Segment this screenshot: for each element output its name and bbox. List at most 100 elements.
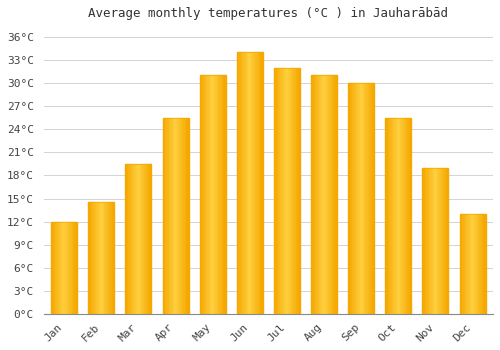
- Bar: [133, 164, 134, 314]
- Bar: [432, 168, 433, 314]
- Bar: [296, 68, 298, 314]
- Bar: [476, 214, 478, 314]
- Bar: [290, 68, 291, 314]
- Bar: [51, 222, 77, 314]
- Bar: [318, 75, 319, 314]
- Bar: [311, 75, 337, 314]
- Bar: [324, 75, 326, 314]
- Bar: [351, 83, 352, 314]
- Bar: [461, 214, 462, 314]
- Bar: [59, 222, 60, 314]
- Bar: [298, 68, 300, 314]
- Bar: [94, 202, 96, 314]
- Bar: [73, 222, 74, 314]
- Bar: [216, 75, 218, 314]
- Bar: [52, 222, 54, 314]
- Bar: [218, 75, 219, 314]
- Bar: [372, 83, 373, 314]
- Bar: [446, 168, 447, 314]
- Bar: [146, 164, 148, 314]
- Bar: [474, 214, 475, 314]
- Bar: [276, 68, 278, 314]
- Bar: [319, 75, 320, 314]
- Bar: [468, 214, 470, 314]
- Bar: [260, 52, 262, 314]
- Bar: [259, 52, 260, 314]
- Bar: [401, 118, 402, 314]
- Bar: [282, 68, 283, 314]
- Bar: [366, 83, 368, 314]
- Bar: [466, 214, 468, 314]
- Bar: [287, 68, 288, 314]
- Bar: [200, 75, 226, 314]
- Bar: [62, 222, 63, 314]
- Bar: [251, 52, 252, 314]
- Bar: [394, 118, 396, 314]
- Bar: [460, 214, 485, 314]
- Bar: [333, 75, 334, 314]
- Bar: [74, 222, 76, 314]
- Bar: [362, 83, 364, 314]
- Bar: [404, 118, 405, 314]
- Bar: [275, 68, 276, 314]
- Bar: [237, 52, 263, 314]
- Bar: [429, 168, 430, 314]
- Bar: [368, 83, 369, 314]
- Bar: [88, 202, 90, 314]
- Bar: [433, 168, 434, 314]
- Bar: [98, 202, 100, 314]
- Bar: [237, 52, 238, 314]
- Bar: [105, 202, 106, 314]
- Bar: [470, 214, 472, 314]
- Bar: [60, 222, 62, 314]
- Bar: [314, 75, 315, 314]
- Bar: [393, 118, 394, 314]
- Bar: [164, 118, 165, 314]
- Bar: [222, 75, 223, 314]
- Bar: [182, 118, 184, 314]
- Bar: [101, 202, 102, 314]
- Bar: [138, 164, 140, 314]
- Bar: [482, 214, 483, 314]
- Bar: [392, 118, 393, 314]
- Bar: [292, 68, 294, 314]
- Bar: [447, 168, 448, 314]
- Bar: [462, 214, 464, 314]
- Bar: [72, 222, 73, 314]
- Bar: [223, 75, 224, 314]
- Bar: [238, 52, 240, 314]
- Bar: [166, 118, 168, 314]
- Bar: [168, 118, 169, 314]
- Bar: [150, 164, 152, 314]
- Bar: [311, 75, 312, 314]
- Bar: [254, 52, 255, 314]
- Bar: [436, 168, 437, 314]
- Bar: [173, 118, 174, 314]
- Bar: [252, 52, 254, 314]
- Bar: [219, 75, 220, 314]
- Bar: [90, 202, 91, 314]
- Title: Average monthly temperatures (°C ) in Jauharābād: Average monthly temperatures (°C ) in Ja…: [88, 7, 448, 20]
- Bar: [330, 75, 332, 314]
- Bar: [54, 222, 55, 314]
- Bar: [104, 202, 105, 314]
- Bar: [108, 202, 109, 314]
- Bar: [144, 164, 145, 314]
- Bar: [106, 202, 108, 314]
- Bar: [186, 118, 187, 314]
- Bar: [51, 222, 52, 314]
- Bar: [465, 214, 466, 314]
- Bar: [464, 214, 465, 314]
- Bar: [126, 164, 128, 314]
- Bar: [137, 164, 138, 314]
- Bar: [422, 168, 424, 314]
- Bar: [109, 202, 110, 314]
- Bar: [354, 83, 356, 314]
- Bar: [142, 164, 144, 314]
- Bar: [475, 214, 476, 314]
- Bar: [278, 68, 279, 314]
- Bar: [255, 52, 256, 314]
- Bar: [128, 164, 130, 314]
- Bar: [405, 118, 406, 314]
- Bar: [426, 168, 428, 314]
